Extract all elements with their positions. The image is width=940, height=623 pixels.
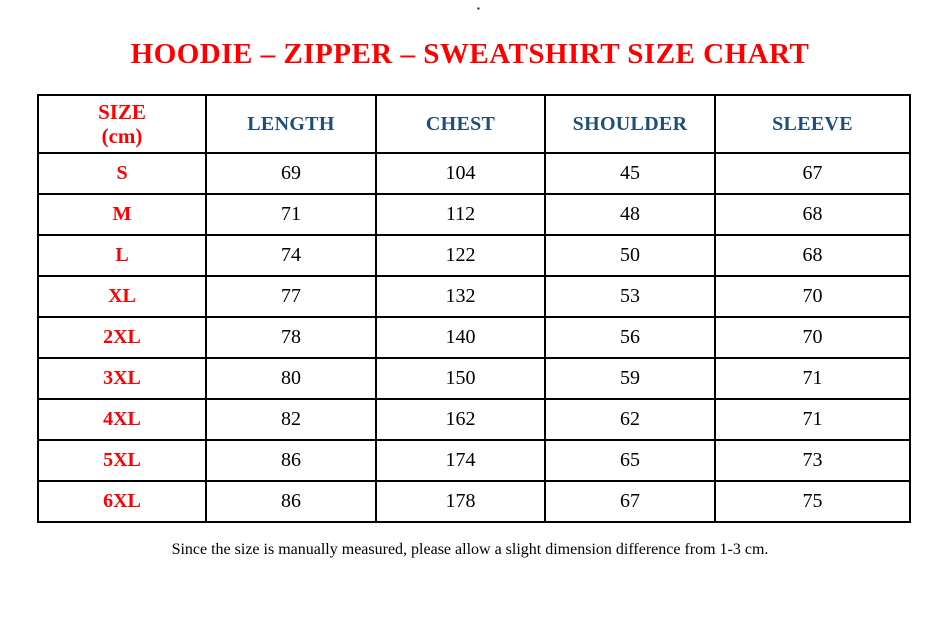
stray-dot-mark: ▪ (477, 4, 480, 13)
size-cell: 3XL (37, 357, 207, 400)
shoulder-cell: 65 (544, 439, 716, 482)
table-row: M 71 112 48 68 (37, 193, 911, 236)
shoulder-cell: 62 (544, 398, 716, 441)
chest-cell: 178 (375, 480, 546, 523)
size-header-line2: (cm) (101, 124, 143, 148)
length-cell: 82 (205, 398, 377, 441)
chest-cell: 162 (375, 398, 546, 441)
sleeve-header: SLEEVE (714, 94, 911, 154)
table-row: 4XL 82 162 62 71 (37, 398, 911, 441)
size-header-line1: SIZE (98, 99, 146, 124)
size-cell: 2XL (37, 316, 207, 359)
chest-cell: 150 (375, 357, 546, 400)
sleeve-cell: 70 (714, 275, 911, 318)
sleeve-cell: 68 (714, 193, 911, 236)
size-cell: S (37, 152, 207, 195)
shoulder-cell: 50 (544, 234, 716, 277)
sleeve-cell: 67 (714, 152, 911, 195)
chest-cell: 174 (375, 439, 546, 482)
size-cell: XL (37, 275, 207, 318)
sleeve-cell: 73 (714, 439, 911, 482)
size-cell: 5XL (37, 439, 207, 482)
table-row: 3XL 80 150 59 71 (37, 357, 911, 400)
shoulder-cell: 56 (544, 316, 716, 359)
size-cell: L (37, 234, 207, 277)
shoulder-cell: 48 (544, 193, 716, 236)
shoulder-header: SHOULDER (544, 94, 716, 154)
table-row: 5XL 86 174 65 73 (37, 439, 911, 482)
size-cell: M (37, 193, 207, 236)
table-row: 6XL 86 178 67 75 (37, 480, 911, 523)
shoulder-cell: 59 (544, 357, 716, 400)
chest-cell: 132 (375, 275, 546, 318)
shoulder-cell: 67 (544, 480, 716, 523)
length-cell: 86 (205, 439, 377, 482)
table-row: S 69 104 45 67 (37, 152, 911, 195)
length-cell: 69 (205, 152, 377, 195)
table-row: L 74 122 50 68 (37, 234, 911, 277)
chest-cell: 122 (375, 234, 546, 277)
size-chart-table: SIZE (cm) LENGTH CHEST SHOULDER SLEEVE S… (37, 94, 911, 523)
size-cell: 6XL (37, 480, 207, 523)
chest-cell: 140 (375, 316, 546, 359)
size-cell: 4XL (37, 398, 207, 441)
sleeve-cell: 70 (714, 316, 911, 359)
table-row: XL 77 132 53 70 (37, 275, 911, 318)
page-title: HOODIE – ZIPPER – SWEATSHIRT SIZE CHART (130, 38, 810, 70)
length-cell: 78 (205, 316, 377, 359)
length-cell: 77 (205, 275, 377, 318)
length-header: LENGTH (205, 94, 377, 154)
chest-header: CHEST (375, 94, 546, 154)
sleeve-cell: 75 (714, 480, 911, 523)
sleeve-cell: 68 (714, 234, 911, 277)
size-cm-header: SIZE (cm) (37, 94, 207, 154)
shoulder-cell: 53 (544, 275, 716, 318)
table-header-row: SIZE (cm) LENGTH CHEST SHOULDER SLEEVE (37, 94, 911, 154)
sleeve-cell: 71 (714, 398, 911, 441)
length-cell: 74 (205, 234, 377, 277)
chest-cell: 112 (375, 193, 546, 236)
chest-cell: 104 (375, 152, 546, 195)
length-cell: 86 (205, 480, 377, 523)
length-cell: 71 (205, 193, 377, 236)
sleeve-cell: 71 (714, 357, 911, 400)
table-row: 2XL 78 140 56 70 (37, 316, 911, 359)
shoulder-cell: 45 (544, 152, 716, 195)
measurement-disclaimer: Since the size is manually measured, ple… (171, 541, 769, 558)
length-cell: 80 (205, 357, 377, 400)
